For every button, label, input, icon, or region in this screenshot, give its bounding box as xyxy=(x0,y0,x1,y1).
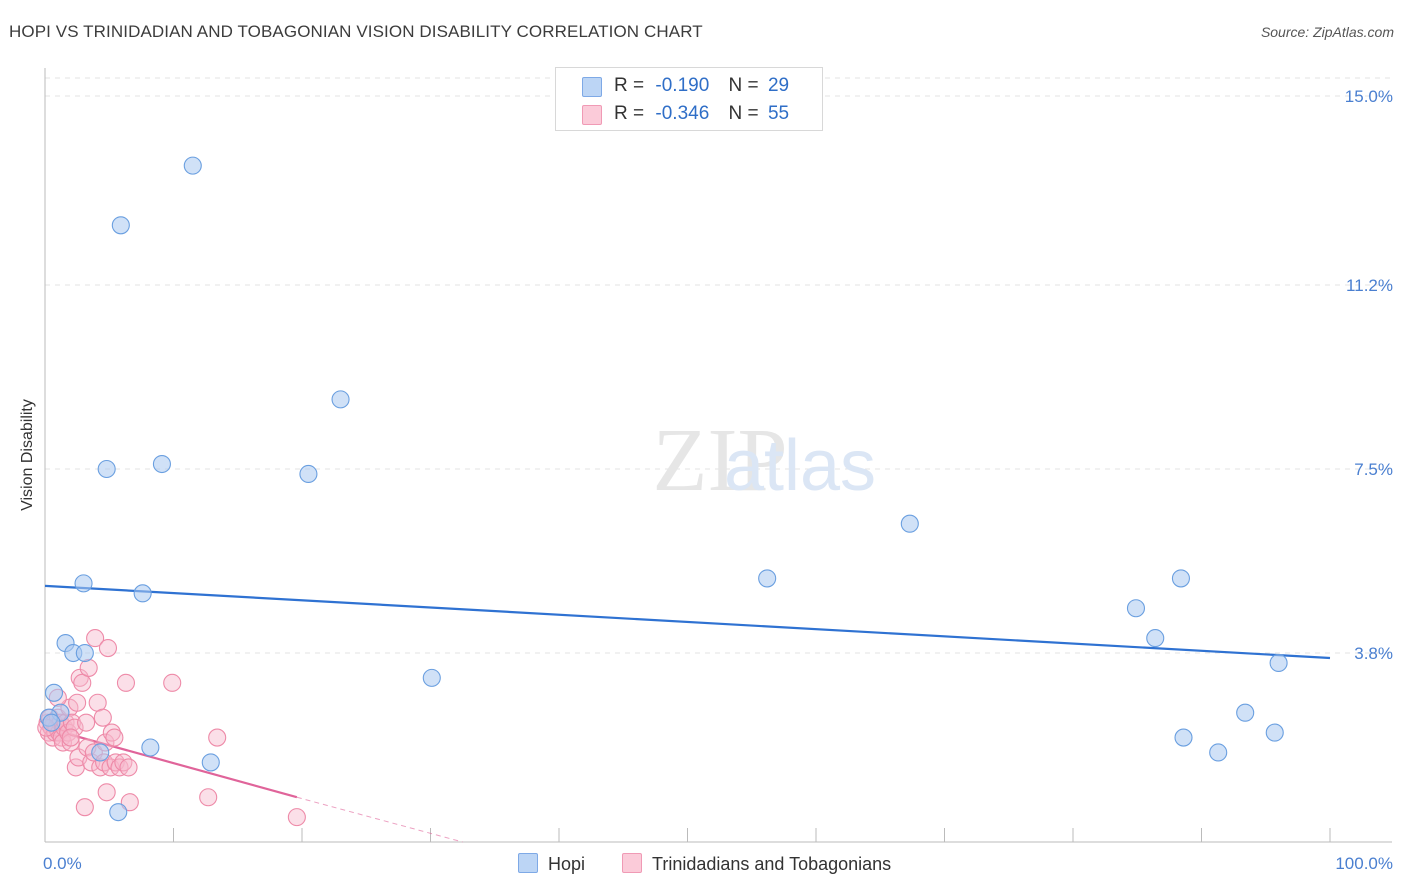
hopi-data-point xyxy=(331,390,350,409)
hopi-data-point xyxy=(1236,703,1255,722)
trinidadian-data-point xyxy=(208,728,227,747)
trinidadian-data-point xyxy=(287,808,306,827)
hopi-data-point xyxy=(1174,728,1193,747)
hopi-data-point xyxy=(44,683,64,702)
y-tick-label: 3.8% xyxy=(1354,644,1393,663)
hopi-data-point xyxy=(1146,629,1165,648)
hopi-trend-line xyxy=(44,584,1331,660)
legend-r-value: -0.190 xyxy=(655,75,710,96)
hopi-data-point xyxy=(91,743,110,762)
trinidadian-data-point xyxy=(79,658,98,677)
trinidadian-data-point xyxy=(93,708,112,727)
hopi-data-point xyxy=(422,668,441,687)
hopi-swatch xyxy=(518,853,538,873)
hopi-data-point xyxy=(133,584,152,603)
hopi-legend-label: Hopi xyxy=(548,854,586,874)
hopi-data-point xyxy=(109,803,128,822)
hopi-data-point xyxy=(111,216,130,235)
trinidadian-data-point xyxy=(199,788,218,807)
hopi-data-point xyxy=(152,454,171,474)
trinidadian-data-point xyxy=(62,713,82,732)
y-tick-label: 7.5% xyxy=(1354,460,1393,479)
legend-n-label: N = xyxy=(728,75,759,96)
hopi-data-point xyxy=(42,713,61,732)
legend-swatch-trinidadian xyxy=(582,105,602,125)
trinidadian-data-point xyxy=(119,758,138,777)
legend-r-label: R = xyxy=(614,75,645,96)
trinidadian-trend-extension xyxy=(296,796,463,843)
trinidadian-data-point xyxy=(102,723,121,742)
legend-n-label: N = xyxy=(728,103,759,124)
trinidadian-data-point xyxy=(73,673,92,692)
y-tick-label: 11.2% xyxy=(1346,276,1393,295)
x-tick-label: 0.0% xyxy=(43,854,82,873)
axis-ticks: 3.8% 7.5% 11.2% 15.0% 0.0% 100.0% xyxy=(43,87,1393,873)
trinidadian-data-point xyxy=(75,798,94,817)
legend-r-value: -0.346 xyxy=(655,103,710,124)
legend-r-label: R = xyxy=(614,103,645,124)
trinidadian-data-point xyxy=(70,668,89,687)
trinidadian-swatch xyxy=(622,853,642,873)
trinidadian-data-point xyxy=(65,718,84,737)
watermark-zip: ZIP xyxy=(653,411,788,510)
trend-lines xyxy=(44,584,1331,843)
trinidadian-data-point xyxy=(97,783,116,802)
trinidadian-data-point xyxy=(61,733,80,752)
hopi-data-point xyxy=(75,643,94,663)
trinidadian-data-point xyxy=(114,753,133,772)
hopi-data-point xyxy=(758,569,777,588)
y-tick-label: 15.0% xyxy=(1345,87,1393,106)
trinidadian-data-point xyxy=(120,793,139,812)
hopi-data-point xyxy=(1265,723,1284,742)
trinidadian-data-point xyxy=(163,673,182,692)
hopi-data-point xyxy=(900,514,919,533)
hopi-data-point xyxy=(183,156,202,175)
hopi-data-point xyxy=(1126,599,1146,618)
gridlines xyxy=(45,77,1392,654)
legend-n-value: 55 xyxy=(767,103,790,124)
legend-n-value: 29 xyxy=(767,75,790,96)
hopi-data-point xyxy=(1269,653,1288,673)
legend-swatch-hopi xyxy=(582,77,602,97)
hopi-data-point xyxy=(141,738,160,757)
stats-legend: R = -0.190 N = 29 R = -0.346 N = 55 xyxy=(555,67,823,131)
data-points xyxy=(37,156,1288,827)
hopi-data-point xyxy=(74,574,93,593)
x-tick-label: 100.0% xyxy=(1335,854,1393,873)
chart-title: HOPI VS TRINIDADIAN AND TOBAGONIAN VISIO… xyxy=(9,22,703,41)
trinidadian-data-point xyxy=(86,629,105,648)
trinidadian-data-point xyxy=(68,693,87,712)
hopi-data-point xyxy=(201,753,220,772)
hopi-data-point xyxy=(1171,569,1190,588)
bottom-legend-trinidadian: Trinidadians and Tobagonians xyxy=(622,853,891,875)
trinidadian-data-point xyxy=(98,638,118,658)
hopi-data-point xyxy=(1209,743,1228,762)
source-credit: Source: ZipAtlas.com xyxy=(1260,24,1394,40)
trinidadian-data-point xyxy=(61,728,80,747)
trinidadian-data-point xyxy=(105,728,124,747)
trinidadian-legend-label: Trinidadians and Tobagonians xyxy=(652,854,892,874)
trinidadian-data-point xyxy=(77,713,96,732)
hopi-data-point xyxy=(299,464,318,484)
watermark-atlas: atlas xyxy=(724,426,876,506)
trinidadian-data-point xyxy=(116,673,136,692)
bottom-legend-hopi: Hopi xyxy=(518,853,585,875)
hopi-data-point xyxy=(97,459,116,479)
